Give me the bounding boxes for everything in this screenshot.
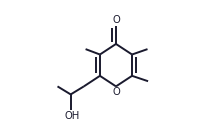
- Text: O: O: [112, 87, 120, 97]
- Text: O: O: [112, 15, 120, 25]
- Text: OH: OH: [64, 111, 80, 121]
